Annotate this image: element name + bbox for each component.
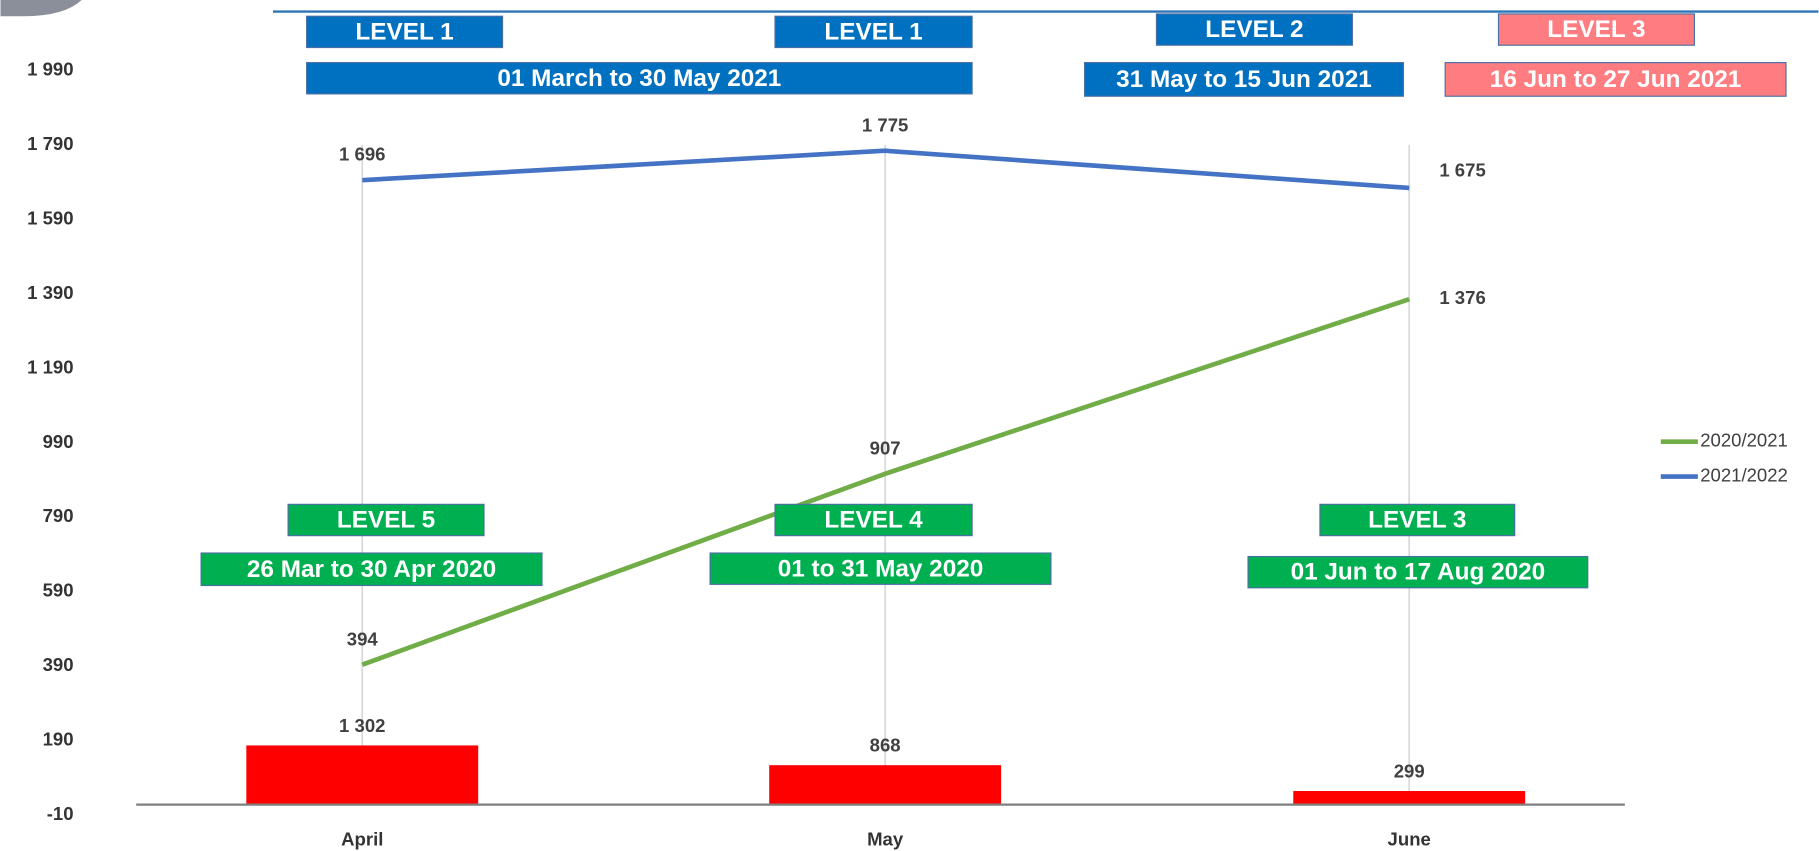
annotation: 26 Mar to 30 Apr 2020 <box>247 556 496 583</box>
y-tick-label: 990 <box>43 431 74 452</box>
annotation-box <box>774 15 973 49</box>
data-label: 1 696 <box>339 144 385 165</box>
annotation: LEVEL 1 <box>824 18 922 45</box>
annotation-box <box>1083 62 1404 97</box>
annotation: 01 to 31 May 2020 <box>778 555 984 582</box>
annotation: LEVEL 4 <box>824 507 923 534</box>
y-tick-label: 590 <box>43 580 74 601</box>
legend-label: 2021/2022 <box>1700 464 1788 485</box>
y-tick-label: 790 <box>43 505 74 526</box>
annotation: 01 March to 30 May 2021 <box>497 65 781 92</box>
annotation: 31 May to 15 Jun 2021 <box>1116 66 1372 93</box>
annotation: LEVEL 3 <box>1547 16 1645 43</box>
bar <box>769 765 1002 805</box>
x-tick-label: June <box>1388 828 1431 849</box>
data-label: 299 <box>1394 760 1425 781</box>
line <box>361 297 1410 667</box>
legend-label: 2020/2021 <box>1700 430 1788 451</box>
y-tick-label: 1 190 <box>27 356 73 377</box>
annotation-box <box>287 503 485 537</box>
x-tick-label: April <box>341 828 383 849</box>
y-tick-label: 390 <box>43 654 74 675</box>
corner-image <box>0 0 82 17</box>
annotation-box <box>1155 13 1353 46</box>
data-label: 907 <box>870 437 901 458</box>
x-tick-label: May <box>867 828 904 849</box>
line <box>362 148 1410 191</box>
y-tick-label: 1 590 <box>27 207 73 228</box>
data-label: 868 <box>870 735 901 756</box>
annotation: LEVEL 1 <box>355 18 453 45</box>
annotation-box <box>306 62 973 95</box>
annotation-box <box>1497 13 1695 46</box>
y-tick-label: 1 790 <box>27 133 73 154</box>
annotation: 16 Jun to 27 Jun 2021 <box>1490 66 1742 93</box>
annotation-box <box>1319 503 1516 537</box>
bar <box>246 745 479 805</box>
annotation-box <box>709 552 1052 585</box>
annotation: LEVEL 2 <box>1205 16 1303 43</box>
data-label: 1 775 <box>862 114 908 135</box>
annotation: LEVEL 5 <box>337 507 435 534</box>
data-label: 394 <box>347 628 379 649</box>
annotation-box <box>1247 555 1589 589</box>
y-tick-label: 1 990 <box>27 59 73 80</box>
y-tick-label: 1 390 <box>27 282 73 303</box>
annotation-box <box>774 503 973 537</box>
annotation-box <box>1444 62 1787 97</box>
data-label: 1 675 <box>1439 160 1485 181</box>
annotation: 01 Jun to 17 Aug 2020 <box>1291 559 1546 586</box>
annotation-box <box>200 552 543 587</box>
data-label: 1 302 <box>339 715 385 736</box>
annotation: LEVEL 3 <box>1368 507 1466 534</box>
y-tick-label: -10 <box>47 803 74 824</box>
bar <box>1293 791 1526 805</box>
annotation-box <box>306 15 504 49</box>
y-tick-label: 190 <box>43 729 74 750</box>
data-label: 1 376 <box>1439 287 1485 308</box>
